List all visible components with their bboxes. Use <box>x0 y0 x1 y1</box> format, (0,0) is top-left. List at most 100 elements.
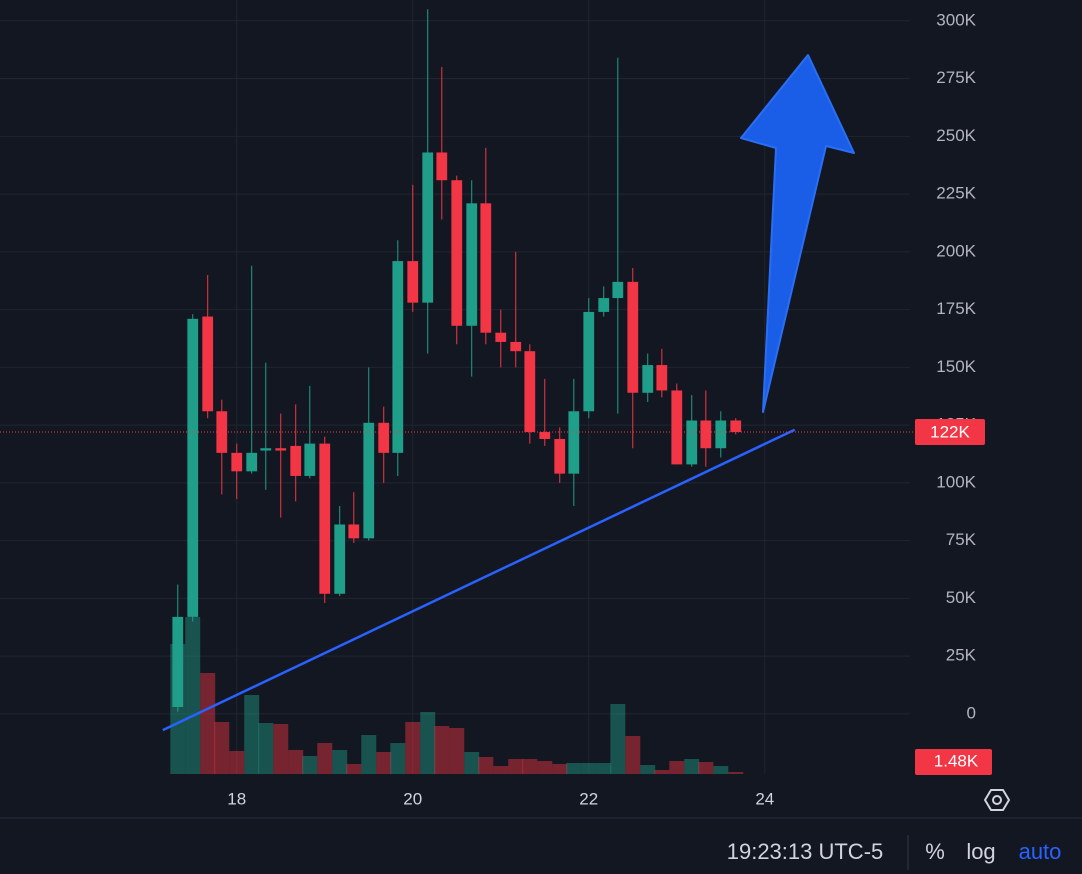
volume-bar <box>200 673 216 774</box>
candle-body <box>246 452 258 472</box>
candle-body <box>260 448 272 451</box>
candle-body <box>334 524 346 594</box>
trendline <box>162 428 796 732</box>
y-tick-label: 175K <box>936 299 976 318</box>
volume-bar <box>376 752 392 774</box>
candle-body <box>378 422 390 453</box>
volume-bar <box>302 756 318 774</box>
volume-bar <box>464 752 480 774</box>
candle-body <box>700 420 712 449</box>
volume-bar <box>332 750 348 774</box>
overlay-layer <box>0 428 915 732</box>
volume-bar <box>288 750 304 774</box>
candle-body <box>568 411 580 474</box>
candle-body <box>348 524 360 539</box>
arrow-annotation <box>740 54 855 413</box>
volume-bar <box>390 743 406 774</box>
y-tick-label: 100K <box>936 472 976 491</box>
candle-body <box>539 432 551 439</box>
volume-bar <box>317 743 333 774</box>
x-tick-label: 18 <box>227 789 246 808</box>
volume-bar <box>610 704 626 774</box>
volume-bar <box>728 772 744 774</box>
candle-body <box>304 443 316 476</box>
candle-body <box>407 261 419 303</box>
log-button[interactable]: log <box>966 839 995 864</box>
x-tick-label: 24 <box>755 789 774 808</box>
candle-body <box>730 420 742 433</box>
settings-icon-center <box>992 795 1002 805</box>
volume-bar <box>713 766 729 774</box>
y-tick-label: 150K <box>936 357 976 376</box>
volume-bar <box>361 735 377 774</box>
y-tick-label: 50K <box>946 588 977 607</box>
volume-bar <box>405 722 421 774</box>
volume-bar <box>273 724 289 774</box>
y-tick-label: 300K <box>936 10 976 29</box>
y-tick-label: 75K <box>946 530 977 549</box>
candle-layer <box>172 9 742 712</box>
candle-body <box>231 452 243 472</box>
volume-bar <box>185 617 201 774</box>
volume-bar <box>566 763 582 774</box>
candle-body <box>627 281 639 393</box>
candle-body <box>656 365 668 391</box>
candle-body <box>480 203 492 333</box>
price-label-box <box>915 419 985 446</box>
volume-bar <box>581 763 597 774</box>
candle-body <box>715 420 727 449</box>
volume-bar <box>434 726 450 774</box>
price-label: 122K <box>930 423 970 442</box>
volume-label: 1.48K <box>934 751 979 770</box>
volume-bar <box>258 723 274 774</box>
volume-layer <box>170 617 744 774</box>
percent-button[interactable]: % <box>925 839 945 864</box>
volume-bar <box>214 722 230 774</box>
time-display: 19:23:13 UTC-5 <box>727 839 884 864</box>
settings-button[interactable] <box>984 789 1010 811</box>
volume-bar <box>244 695 260 774</box>
y-tick-label: 250K <box>936 126 976 145</box>
candle-body <box>642 365 654 393</box>
volume-bar <box>522 759 538 774</box>
candle-body <box>554 438 566 474</box>
candle-body <box>612 281 624 299</box>
candle-body <box>598 298 610 312</box>
candle-body <box>187 318 199 617</box>
candle-body <box>524 351 536 433</box>
candle-body <box>202 316 214 412</box>
volume-label-box <box>915 749 992 775</box>
volume-bar <box>493 766 509 774</box>
volume-bar <box>449 728 465 774</box>
volume-bar <box>552 764 568 774</box>
candle-body <box>392 261 404 453</box>
candle-body <box>466 203 478 326</box>
candle-body <box>451 180 463 326</box>
candle-body <box>172 616 184 707</box>
candle-body <box>436 152 448 181</box>
volume-bar <box>478 757 494 774</box>
volume-bar <box>654 770 670 774</box>
volume-bar <box>346 764 362 774</box>
y-tick-label: 25K <box>946 646 977 665</box>
volume-bar <box>625 736 641 774</box>
x-tick-label: 20 <box>403 789 422 808</box>
volume-bar <box>640 765 656 774</box>
volume-bar <box>684 759 700 774</box>
volume-bar <box>420 712 436 774</box>
auto-button[interactable]: auto <box>1019 839 1062 864</box>
volume-bar <box>537 761 553 774</box>
volume-bar <box>596 763 612 774</box>
volume-bar <box>669 761 685 774</box>
candle-body <box>290 445 302 476</box>
candle-body <box>510 341 522 352</box>
volume-bar <box>698 762 714 774</box>
candle-body <box>319 443 331 594</box>
candle-body <box>216 411 228 453</box>
candle-body <box>495 332 507 342</box>
candle-body <box>422 152 434 303</box>
axis-layer: 025K50K75K100K125K150K175K200K225K250K27… <box>227 10 992 808</box>
settings-icon <box>984 789 1010 811</box>
candle-body <box>275 448 287 451</box>
